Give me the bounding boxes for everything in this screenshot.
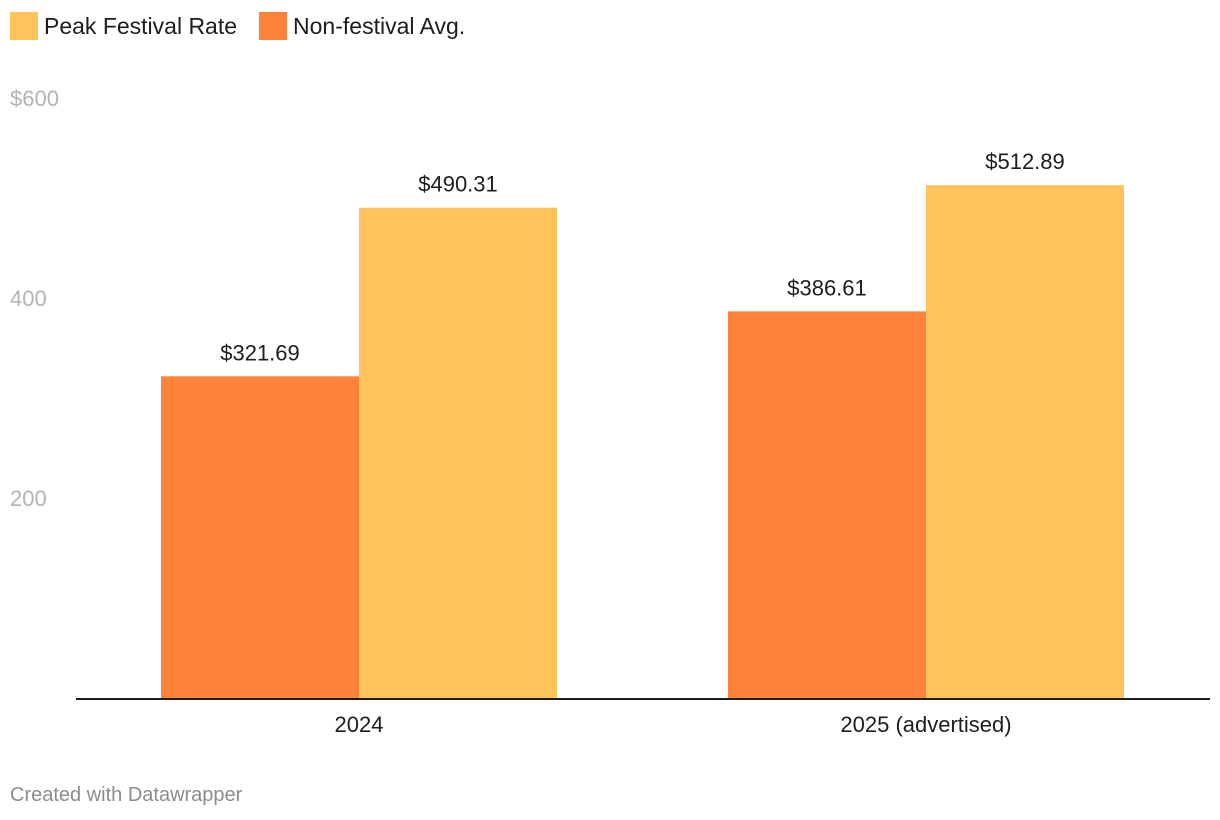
legend-swatch-non-festival-avg [259,12,288,40]
bar-non-festival-avg-2025-advertised [728,311,926,698]
bar-non-festival-avg-2024 [161,376,359,698]
bar-peak-festival-rate-2024 [359,207,557,698]
y-tick-label-200: 200 [10,486,47,511]
bar-peak-festival-rate-2025-advertised [926,185,1124,699]
y-tick-label-600: $600 [10,86,59,111]
legend-item-non-festival-avg: Non-festival Avg. [259,12,465,40]
data-label-peak-festival-rate-2025-advertised: $512.89 [985,149,1065,174]
x-tick-label-2024: 2024 [335,712,384,737]
data-label-non-festival-avg-2024: $321.69 [220,340,300,365]
datawrapper-credit: Created with Datawrapper [10,784,243,806]
bar-chart: 200 400 $600 $321.69 $386.61 $490.31 $512.89 20… [10,86,1210,737]
chart-legend: Peak Festival Rate Non-festival Avg. [10,12,465,40]
legend-label-peak-festival-rate: Peak Festival Rate [44,12,238,39]
legend-label-non-festival-avg: Non-festival Avg. [293,12,466,39]
data-label-non-festival-avg-2025-advertised: $386.61 [787,275,867,300]
data-label-peak-festival-rate-2024: $490.31 [418,172,498,197]
legend-item-peak-festival-rate: Peak Festival Rate [10,12,237,40]
legend-swatch-peak-festival-rate [10,12,38,40]
y-tick-label-400: 400 [10,286,47,311]
x-tick-label-2025-advertised: 2025 (advertised) [840,712,1011,737]
